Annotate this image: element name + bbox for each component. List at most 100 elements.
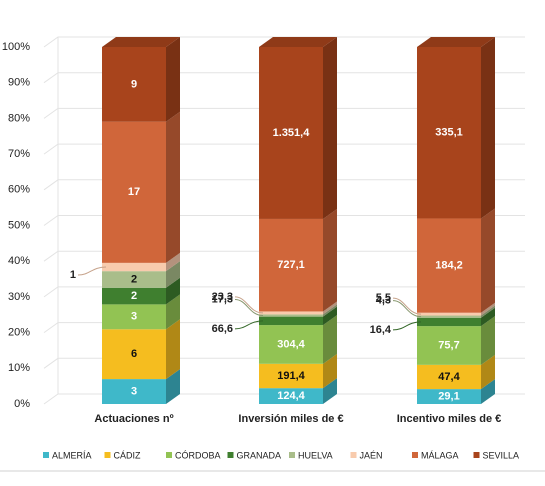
bar-segment [259, 388, 323, 404]
bar-side [481, 305, 495, 318]
bar-side [166, 252, 180, 272]
x-tick-label: Inversión miles de € [238, 413, 344, 425]
bar-segment [259, 314, 323, 317]
bar-segment [417, 389, 481, 404]
bar-side [323, 37, 337, 219]
data-label: 9 [131, 78, 137, 90]
bar-segment [102, 379, 166, 404]
x-tick-label: Actuaciones nº [94, 413, 174, 425]
bar-top [102, 37, 180, 47]
bar-segment [417, 317, 481, 327]
legend-label: CÁDIZ [114, 450, 142, 460]
bar-segment [417, 315, 481, 318]
bar-side [323, 301, 337, 315]
y-tick-label: 90% [8, 77, 30, 89]
bar-side [323, 304, 337, 317]
bar-side [166, 277, 180, 305]
data-label: 4,3 [376, 295, 391, 307]
bar-segment [102, 329, 166, 380]
legend-label: ALMERÍA [52, 450, 92, 460]
legend-swatch [350, 452, 357, 458]
data-label: 191,4 [277, 370, 305, 382]
data-label: 75,7 [438, 339, 459, 351]
legend-label: SEVILLA [483, 450, 520, 460]
bar-side [323, 315, 337, 364]
callout-line [77, 266, 107, 276]
y-tick-label: 70% [8, 148, 30, 160]
legend-swatch [473, 452, 480, 458]
bar-segment [259, 325, 323, 364]
y-tick-label: 60% [8, 184, 30, 196]
y-tick-label: 80% [8, 112, 30, 124]
bar-top [259, 37, 337, 47]
legend-swatch [43, 452, 49, 458]
data-label: 16,4 [370, 324, 392, 336]
data-label: 727,1 [277, 259, 305, 271]
data-label: 5,5 [376, 292, 391, 304]
bar-segment [259, 316, 323, 326]
legend-label: GRANADA [237, 450, 282, 460]
bar-segment [102, 262, 166, 272]
bar-side [166, 261, 180, 288]
data-label: 29,1 [438, 390, 459, 402]
bar-side [323, 306, 337, 326]
bar-side [481, 316, 495, 365]
bar-side [481, 379, 495, 404]
bar-side [166, 111, 180, 263]
bar-segment [259, 363, 323, 389]
bar-side [481, 354, 495, 390]
bar-side [481, 208, 495, 313]
legend-label: CÓRDOBA [175, 450, 221, 460]
data-label: 1.351,4 [273, 127, 311, 139]
callout-line [234, 299, 264, 317]
bar-side [481, 302, 495, 316]
data-label: 2 [131, 273, 137, 285]
bar-side [323, 353, 337, 389]
bar-segment [102, 121, 166, 263]
legend-swatch [166, 452, 172, 458]
data-label: 23,3 [212, 291, 233, 303]
data-label: 17,3 [212, 293, 233, 305]
bar-segment [102, 47, 166, 122]
bar-top [417, 37, 495, 47]
bar-segment [417, 218, 481, 313]
callout-line [234, 320, 264, 330]
bar-segment [417, 312, 481, 316]
bar-side [166, 369, 180, 404]
legend-swatch [412, 452, 418, 458]
data-label: 304,4 [277, 338, 305, 350]
bar-segment [102, 304, 166, 330]
callout-line [392, 300, 422, 318]
bar-segment [102, 287, 166, 305]
legend-label: HUELVA [298, 450, 333, 460]
bar-segment [102, 271, 166, 288]
y-tick-label: 30% [8, 291, 30, 303]
data-label: 1 [70, 269, 76, 281]
x-tick-label: Incentivo miles de € [396, 413, 502, 425]
y-tick-label: 10% [8, 362, 30, 374]
bar-segment [417, 47, 481, 219]
callout-line [392, 297, 422, 315]
data-label: 184,2 [435, 259, 463, 271]
data-label: 66,6 [212, 323, 233, 335]
bar-side [166, 37, 180, 122]
bar-side [323, 208, 337, 312]
bar-segment [259, 218, 323, 312]
y-tick-label: 40% [8, 255, 30, 267]
callout-line [234, 296, 264, 314]
bar-side [481, 307, 495, 327]
callout-line [392, 321, 422, 331]
data-label: 3 [131, 311, 137, 323]
bar-side [323, 378, 337, 404]
data-label: 3 [131, 385, 137, 397]
data-label: 47,4 [438, 371, 460, 383]
data-label: 124,4 [277, 390, 305, 402]
bar-side [166, 294, 180, 330]
y-tick-label: 50% [8, 219, 30, 231]
legend-swatch [104, 452, 111, 458]
bar-segment [417, 326, 481, 365]
data-label: 17 [128, 186, 140, 198]
data-label: 2 [131, 290, 137, 302]
